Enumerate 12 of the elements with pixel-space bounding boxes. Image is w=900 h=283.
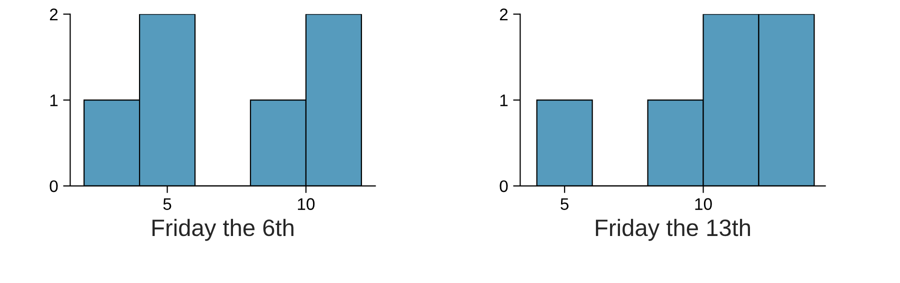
y-tick-label: 2 xyxy=(500,8,508,20)
y-tick-label: 0 xyxy=(500,180,508,192)
x-axis-title: Friday the 13th xyxy=(596,218,750,241)
x-tick-label: 10 xyxy=(695,198,712,210)
y-tick-label: 2 xyxy=(50,8,58,20)
y-tick-label: 1 xyxy=(500,94,508,106)
y-tick-label: 1 xyxy=(50,94,58,106)
x-tick-label: 5 xyxy=(560,198,569,210)
x-tick-label: 10 xyxy=(298,198,315,210)
y-tick-label: 0 xyxy=(50,180,58,192)
x-axis-title: Friday the 6th xyxy=(152,218,294,241)
x-tick-label: 5 xyxy=(163,198,172,210)
